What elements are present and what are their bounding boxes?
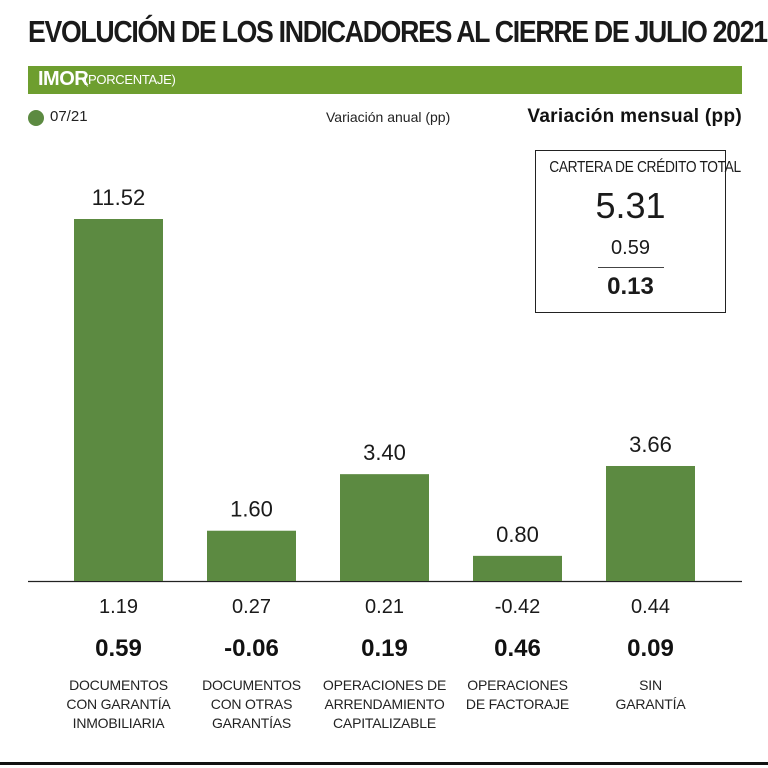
total-annual-change: 0.59 (611, 237, 650, 259)
section-title: IMOR (38, 68, 89, 90)
category-label: OPERACIONES (467, 677, 568, 693)
bar (340, 474, 429, 581)
category-label: DE FACTORAJE (466, 696, 569, 712)
legend-dot-icon (28, 110, 44, 126)
monthly-change-label: 0.19 (361, 635, 408, 662)
legend-annual-label: Variación anual (pp) (326, 109, 451, 125)
annual-change-label: 0.27 (232, 596, 271, 618)
bar (473, 555, 562, 581)
section-subtitle: (PORCENTAJE) (84, 72, 176, 87)
bar-value-label: 3.40 (363, 440, 406, 465)
category-label: OPERACIONES DE (323, 677, 446, 693)
annual-change-label: 0.44 (631, 596, 670, 618)
category-label: INMOBILIARIA (73, 715, 166, 731)
section-band: IMOR (PORCENTAJE) (28, 66, 742, 94)
bottom-divider (0, 762, 768, 765)
category-label: CAPITALIZABLE (333, 715, 436, 731)
monthly-change-label: 0.59 (95, 635, 142, 662)
category-label: GARANTÍAS (212, 715, 291, 731)
total-value: 5.31 (595, 185, 666, 226)
category-label: CON GARANTÍA (66, 696, 171, 712)
bar-value-label: 1.60 (230, 497, 273, 522)
legend-monthly-label: Variación mensual (pp) (527, 106, 742, 127)
bar (74, 219, 163, 581)
category-label: DOCUMENTOS (202, 677, 301, 693)
bar-value-label: 0.80 (496, 522, 539, 547)
total-monthly-change: 0.13 (607, 273, 654, 300)
bar (606, 465, 695, 581)
total-title: CARTERA DE CRÉDITO TOTAL (549, 159, 741, 176)
category-label: DOCUMENTOS (69, 677, 168, 693)
annual-change-label: -0.42 (495, 596, 541, 618)
annual-change-label: 1.19 (99, 596, 138, 618)
monthly-change-label: -0.06 (224, 635, 279, 662)
category-label: ARRENDAMIENTO (324, 696, 444, 712)
bar-value-label: 3.66 (629, 432, 672, 457)
chart-title: EVOLUCIÓN DE LOS INDICADORES AL CIERRE D… (28, 14, 768, 49)
total-box: CARTERA DE CRÉDITO TOTAL 5.31 0.59 0.13 (535, 150, 741, 313)
bar (207, 530, 296, 581)
legend-series-label: 07/21 (50, 108, 88, 125)
category-label: GARANTÍA (616, 696, 687, 712)
annual-change-label: 0.21 (365, 596, 404, 618)
bar-value-label: 11.52 (92, 185, 145, 210)
category-label: CON OTRAS (211, 696, 292, 712)
monthly-change-label: 0.46 (494, 635, 541, 662)
monthly-change-label: 0.09 (627, 635, 674, 662)
category-label: SIN (639, 677, 662, 693)
total-divider (598, 267, 664, 268)
